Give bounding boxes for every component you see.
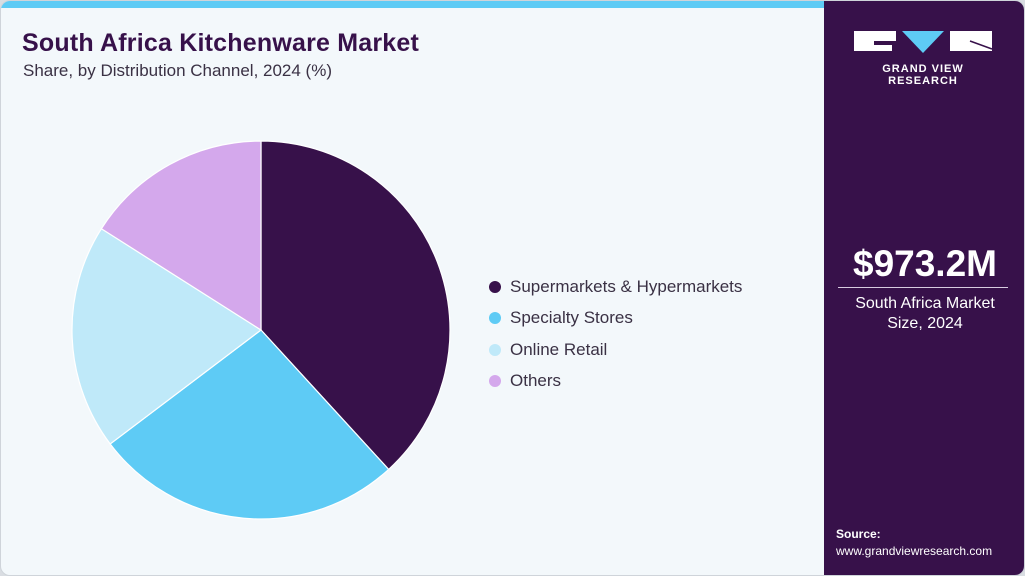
- pie-slice-online-retail: [71, 227, 263, 445]
- pie-chart: [71, 140, 451, 520]
- pie-slice-specialty-stores: [109, 329, 390, 520]
- legend-label: Specialty Stores: [510, 308, 633, 328]
- legend-label: Supermarkets & Hypermarkets: [510, 276, 743, 296]
- legend-dot-icon: [489, 343, 501, 356]
- chart-area: South Africa Kitchenware Market Share, b…: [1, 1, 824, 575]
- legend-item-supermarkets: Supermarkets & Hypermarkets: [489, 271, 742, 303]
- market-size-value: $973.2M: [853, 243, 997, 284]
- grand-view-research-logo: GRAND VIEW RESEARCH: [852, 29, 994, 87]
- legend: Supermarkets & Hypermarkets Specialty St…: [489, 271, 742, 397]
- market-size-label-line1: South Africa Market: [855, 295, 995, 312]
- chart-title: South Africa Kitchenware Market: [22, 29, 420, 57]
- source-link[interactable]: www.grandviewresearch.com: [836, 544, 993, 558]
- legend-item-online-retail: Online Retail: [489, 334, 742, 366]
- pie-slice-supermarkets-hypermarkets: [260, 140, 451, 471]
- gvr-logo-icon: [854, 31, 993, 53]
- summary-sidebar: GRAND VIEW RESEARCH $973.2M South Africa…: [824, 1, 1024, 575]
- chart-subtitle: Share, by Distribution Channel, 2024 (%): [23, 61, 332, 80]
- legend-label: Others: [510, 371, 562, 391]
- pie-slice-others: [100, 140, 262, 332]
- legend-dot-icon: [489, 312, 501, 325]
- divider: [838, 287, 1008, 288]
- accent-bar: [1, 1, 824, 8]
- source-title: Source:: [836, 527, 881, 541]
- logo-text: GRAND VIEW RESEARCH: [882, 63, 964, 87]
- legend-dot-icon: [489, 280, 501, 293]
- legend-dot-icon: [489, 375, 501, 388]
- market-size-label-line2: Size, 2024: [887, 315, 963, 332]
- legend-item-others: Others: [489, 366, 742, 398]
- legend-label: Online Retail: [510, 339, 608, 359]
- legend-item-specialty-stores: Specialty Stores: [489, 303, 742, 335]
- market-size-label: South Africa Market Size, 2024: [824, 294, 1024, 334]
